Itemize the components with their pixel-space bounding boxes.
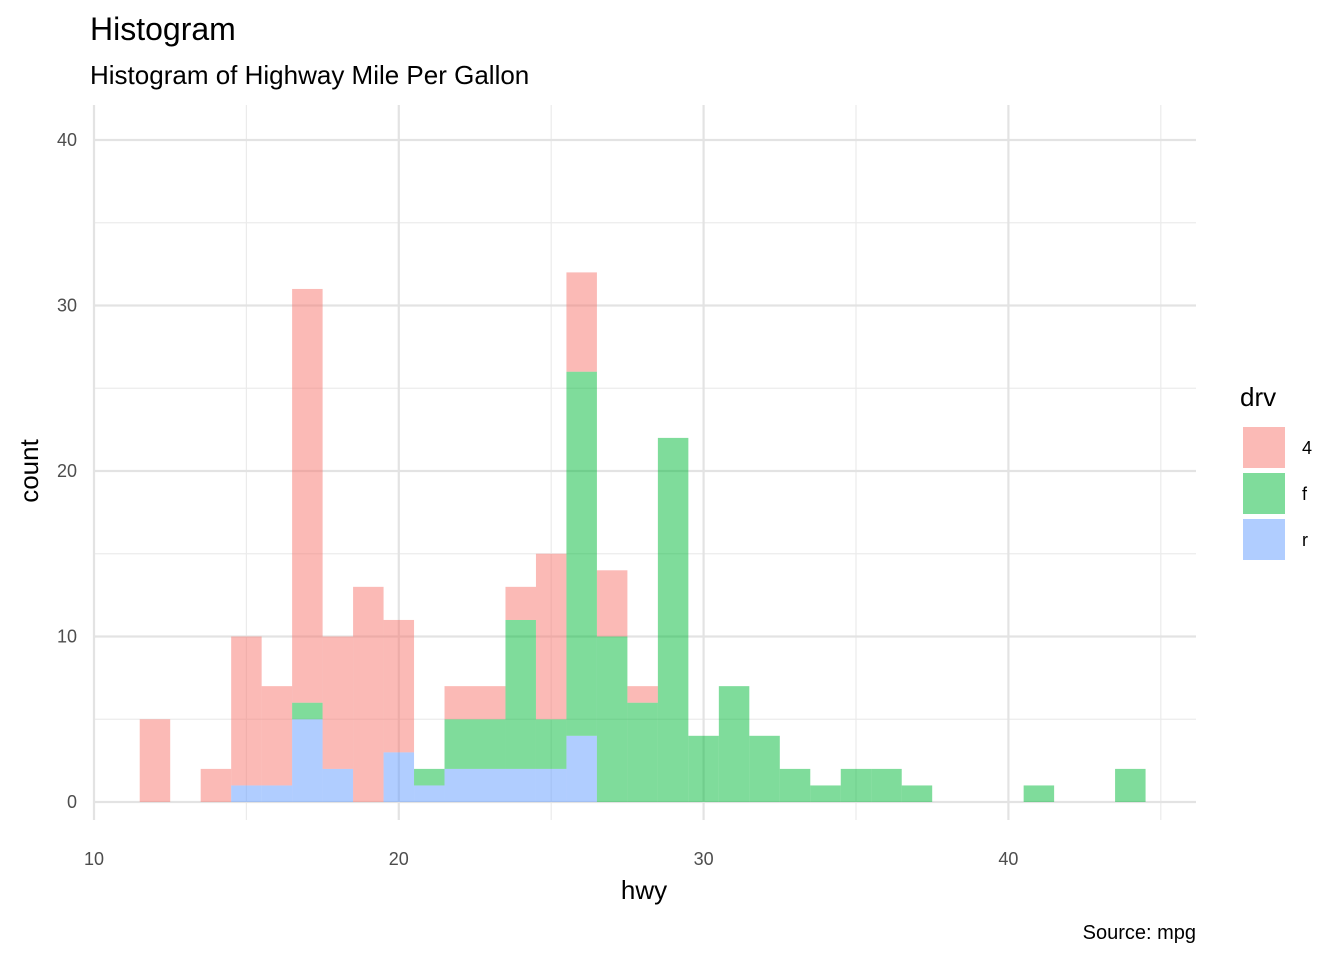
bar-r-22 [444, 768, 475, 802]
y-tick-label: 0 [67, 792, 77, 812]
legend-label-f: f [1302, 484, 1308, 504]
y-axis-title: count [14, 438, 44, 502]
bar-4-16 [261, 686, 293, 786]
bar-f-29 [657, 437, 689, 802]
bar-4-12 [139, 719, 171, 802]
bar-r-23 [475, 768, 506, 802]
bar-r-18 [322, 768, 354, 802]
bar-4-28 [627, 686, 658, 703]
chart-caption: Source: mpg [1083, 922, 1196, 944]
chart-subtitle: Histogram of Highway Mile Per Gallon [90, 60, 529, 90]
bar-4-20 [383, 619, 415, 753]
x-tick-label: 30 [694, 849, 714, 869]
y-tick-label: 10 [57, 627, 77, 647]
legend-key-4 [1243, 427, 1285, 468]
bar-f-24 [505, 619, 536, 769]
chart-title: Histogram [90, 11, 236, 47]
bar-r-24 [505, 768, 536, 802]
y-axis-ticks: 0 10 20 30 40 [57, 130, 77, 812]
bar-r-25 [535, 768, 567, 802]
bar-f-44 [1115, 768, 1146, 802]
x-tick-label: 40 [998, 849, 1018, 869]
minor-gridlines [94, 105, 1196, 820]
bar-f-34 [810, 785, 841, 802]
bar-r-16 [261, 785, 293, 802]
bar-r-15 [231, 785, 262, 802]
bar-4-14 [200, 768, 232, 802]
bar-f-31 [718, 686, 750, 802]
bar-f-17 [292, 702, 323, 720]
legend-label-r: r [1302, 530, 1308, 550]
bar-4-26 [566, 272, 597, 372]
bar-f-41 [1023, 785, 1055, 802]
bar-4-22 [444, 686, 475, 720]
legend-key-f [1243, 473, 1285, 514]
x-tick-label: 20 [389, 849, 409, 869]
histogram-bars [139, 272, 1146, 802]
bar-f-33 [779, 768, 811, 802]
bar-4-18 [322, 636, 354, 769]
bar-4-25 [535, 553, 567, 720]
legend: 4 f r [1243, 427, 1312, 560]
bar-4-23 [475, 686, 506, 720]
bar-f-26 [566, 371, 597, 736]
x-tick-label: 10 [84, 849, 104, 869]
bar-4-27 [596, 570, 628, 637]
legend-title: drv [1240, 382, 1276, 412]
bar-r-26 [566, 735, 597, 802]
x-axis-title: hwy [621, 875, 667, 905]
bar-4-15 [231, 636, 262, 786]
bar-f-28 [627, 702, 658, 802]
bar-f-25 [535, 719, 567, 769]
y-tick-label: 30 [57, 296, 77, 316]
x-axis-ticks: 10 20 30 40 [84, 849, 1018, 869]
y-tick-label: 20 [57, 461, 77, 481]
y-tick-label: 40 [57, 130, 77, 150]
bar-r-20 [383, 752, 415, 802]
bar-f-27 [596, 636, 628, 802]
bar-f-22 [444, 719, 475, 769]
bar-f-37 [901, 785, 933, 802]
legend-key-r [1243, 519, 1285, 560]
bar-4-19 [353, 586, 384, 802]
bar-f-23 [475, 719, 506, 769]
bar-r-17 [292, 719, 323, 802]
bar-f-21 [414, 768, 445, 786]
bar-f-36 [871, 768, 902, 802]
bar-4-17 [292, 288, 323, 703]
bar-f-30 [688, 735, 719, 802]
bar-f-35 [840, 768, 872, 802]
bar-4-24 [505, 586, 536, 620]
legend-label-4: 4 [1302, 438, 1312, 458]
bar-f-32 [749, 735, 780, 802]
bar-r-21 [414, 785, 445, 802]
